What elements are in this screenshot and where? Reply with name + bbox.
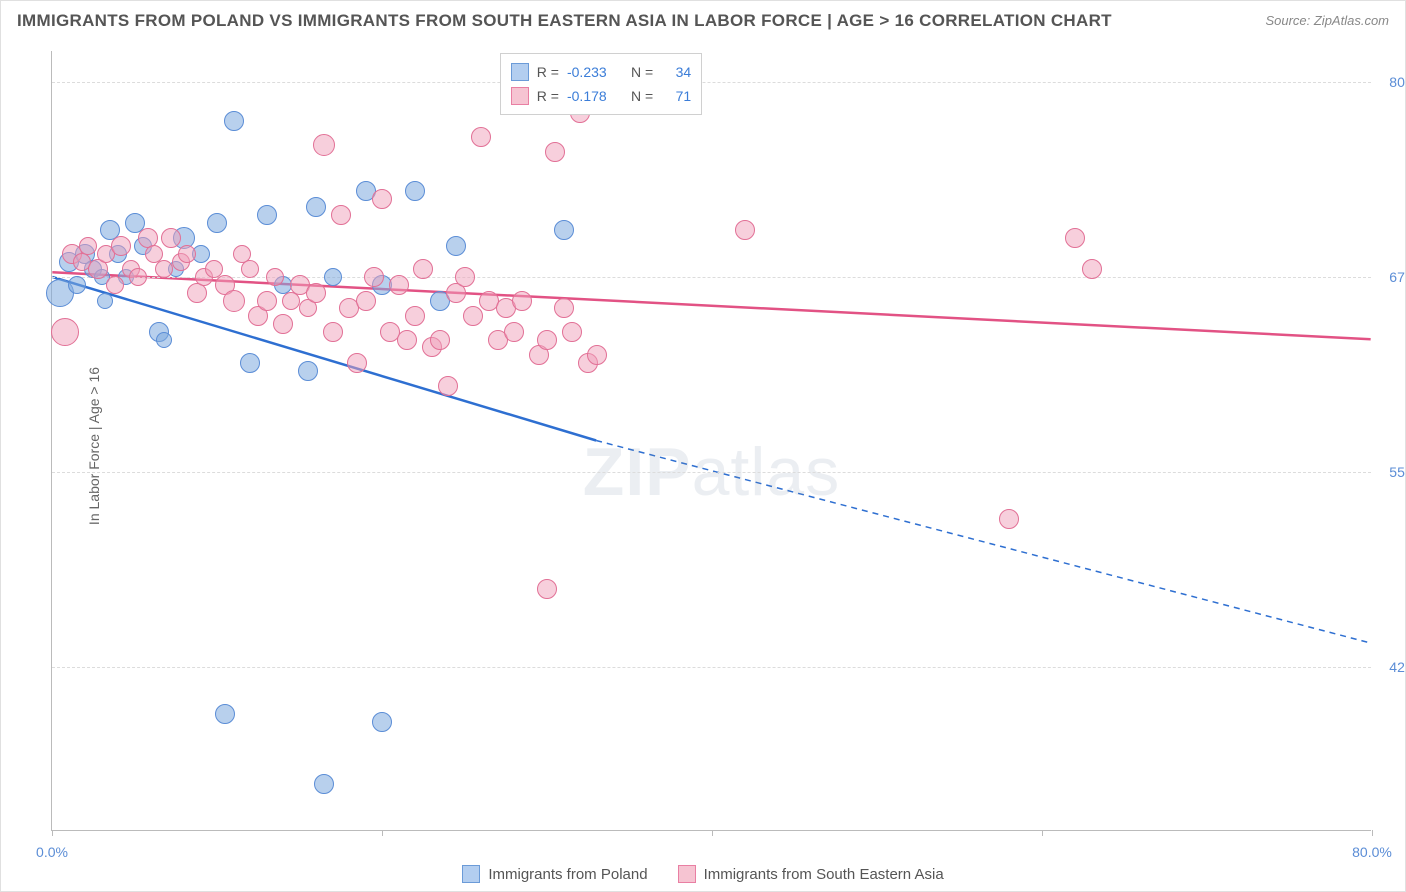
data-point	[306, 197, 326, 217]
stats-legend-row: R = -0.233 N = 34	[511, 60, 691, 84]
data-point	[306, 283, 326, 303]
data-point	[389, 275, 409, 295]
data-point	[129, 268, 147, 286]
r-value: -0.178	[567, 88, 623, 104]
data-point	[266, 268, 284, 286]
legend-label: Immigrants from Poland	[488, 866, 647, 883]
data-point	[257, 291, 277, 311]
data-point	[155, 260, 173, 278]
source-label: Source: ZipAtlas.com	[1265, 13, 1389, 28]
data-point	[97, 293, 113, 309]
data-point	[545, 142, 565, 162]
r-value: -0.233	[567, 64, 623, 80]
data-point	[405, 181, 425, 201]
data-point	[51, 318, 79, 346]
data-point	[554, 220, 574, 240]
x-tick	[382, 830, 383, 836]
data-point	[356, 291, 376, 311]
data-point	[537, 330, 557, 350]
data-point	[405, 306, 425, 326]
chart-title: IMMIGRANTS FROM POLAND VS IMMIGRANTS FRO…	[17, 11, 1112, 31]
data-point	[323, 322, 343, 342]
data-point	[735, 220, 755, 240]
data-point	[223, 290, 245, 312]
data-point	[156, 332, 172, 348]
data-point	[554, 298, 574, 318]
data-point	[562, 322, 582, 342]
data-point	[587, 345, 607, 365]
data-point	[207, 213, 227, 233]
data-point	[471, 127, 491, 147]
stats-legend-row: R = -0.178 N = 71	[511, 84, 691, 108]
legend-swatch	[678, 865, 696, 883]
data-point	[215, 704, 235, 724]
data-point	[1065, 228, 1085, 248]
x-tick	[712, 830, 713, 836]
data-point	[273, 314, 293, 334]
gridline	[52, 472, 1371, 473]
gridline	[52, 82, 1371, 83]
data-point	[463, 306, 483, 326]
n-label: N =	[631, 88, 653, 104]
data-point	[1082, 259, 1102, 279]
data-point	[314, 774, 334, 794]
r-label: R =	[537, 64, 559, 80]
y-tick-label: 42.5%	[1379, 659, 1406, 675]
legend-swatch	[462, 865, 480, 883]
data-point	[413, 259, 433, 279]
stats-legend-box: R = -0.233 N = 34 R = -0.178 N = 71	[500, 53, 702, 115]
data-point	[111, 236, 131, 256]
y-tick-label: 80.0%	[1379, 74, 1406, 90]
legend-swatch	[511, 63, 529, 81]
data-point	[331, 205, 351, 225]
data-point	[298, 361, 318, 381]
plot-area: ZIPatlas 80.0%67.5%55.0%42.5%0.0%80.0%	[51, 51, 1371, 831]
series-legend: Immigrants from Poland Immigrants from So…	[1, 865, 1405, 883]
data-point	[241, 260, 259, 278]
y-tick-label: 67.5%	[1379, 269, 1406, 285]
data-point	[106, 276, 124, 294]
gridline	[52, 667, 1371, 668]
n-value: 34	[661, 64, 691, 80]
chart-container: IMMIGRANTS FROM POLAND VS IMMIGRANTS FRO…	[0, 0, 1406, 892]
data-point	[455, 267, 475, 287]
data-point	[504, 322, 524, 342]
data-point	[364, 267, 384, 287]
title-bar: IMMIGRANTS FROM POLAND VS IMMIGRANTS FRO…	[1, 1, 1405, 41]
data-point	[257, 205, 277, 225]
data-point	[324, 268, 342, 286]
data-point	[178, 245, 196, 263]
x-tick	[52, 830, 53, 836]
data-point	[240, 353, 260, 373]
data-point	[224, 111, 244, 131]
data-point	[161, 228, 181, 248]
data-point	[537, 579, 557, 599]
data-point	[372, 712, 392, 732]
legend-item: Immigrants from Poland	[462, 865, 647, 883]
data-point	[446, 236, 466, 256]
x-tick-label: 0.0%	[36, 844, 68, 860]
data-point	[313, 134, 335, 156]
legend-label: Immigrants from South Eastern Asia	[704, 866, 944, 883]
legend-item: Immigrants from South Eastern Asia	[678, 865, 944, 883]
regression-lines	[52, 51, 1371, 830]
data-point	[372, 189, 392, 209]
data-point	[438, 376, 458, 396]
legend-swatch	[511, 87, 529, 105]
y-tick-label: 55.0%	[1379, 464, 1406, 480]
r-label: R =	[537, 88, 559, 104]
data-point	[999, 509, 1019, 529]
n-label: N =	[631, 64, 653, 80]
n-value: 71	[661, 88, 691, 104]
x-tick	[1372, 830, 1373, 836]
x-tick	[1042, 830, 1043, 836]
data-point	[397, 330, 417, 350]
data-point	[347, 353, 367, 373]
x-tick-label: 80.0%	[1352, 844, 1392, 860]
data-point	[79, 237, 97, 255]
data-point	[68, 276, 86, 294]
data-point	[512, 291, 532, 311]
data-point	[430, 330, 450, 350]
